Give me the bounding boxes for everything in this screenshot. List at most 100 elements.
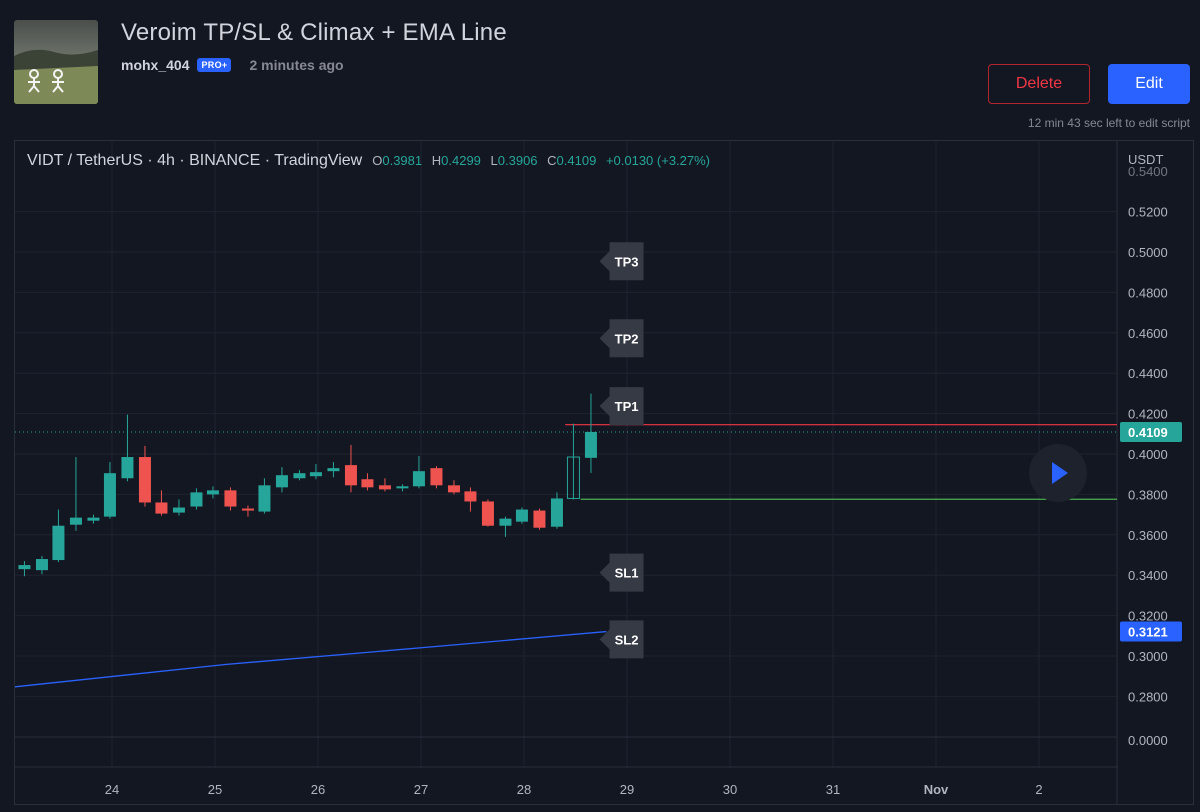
price-tick: 0.4400 [1128, 366, 1168, 381]
chart-container[interactable]: TP3 TP2 TP1 SL1 SL2 USDT 0.5400 0.5200 0.5000 0.… [14, 140, 1194, 805]
candle-body [293, 473, 306, 479]
tag-box [599, 553, 644, 592]
candle [293, 470, 306, 481]
time-tick: 28 [517, 782, 531, 797]
price-tick: 0.4000 [1128, 447, 1168, 462]
chart-legend: VIDT / TetherUS · 4h · BINANCE · Trading… [27, 152, 710, 170]
delete-button[interactable]: Delete [988, 64, 1090, 104]
tag-label: TP1 [615, 399, 639, 414]
candle [309, 464, 322, 480]
candle-body [241, 508, 254, 511]
candle-body [584, 431, 597, 458]
candle-body [412, 471, 425, 487]
open-key: O [372, 153, 383, 168]
candle [447, 480, 460, 495]
candle [396, 484, 409, 492]
candle-body [103, 473, 116, 517]
candle-body [35, 559, 48, 571]
ohlc-values: O0.3981 H0.4299 L0.3906 C0.4109 +0.0130 … [372, 153, 710, 168]
candle [430, 466, 443, 489]
replay-button[interactable] [1029, 444, 1087, 502]
candle [224, 487, 237, 511]
price-tick: 0.3000 [1128, 649, 1168, 664]
candle-body [206, 490, 219, 495]
candle-body [499, 518, 512, 526]
price-tick-bottom: 0.0000 [1128, 733, 1168, 748]
chart-grid [15, 141, 1193, 804]
low-value: 0.3906 [497, 153, 538, 168]
tag-label: SL2 [615, 632, 639, 647]
candle [275, 467, 288, 493]
candle [138, 445, 151, 507]
candle [327, 462, 340, 478]
script-title: Veroim TP/SL & Climax + EMA Line [121, 19, 507, 46]
tag-tp3: TP3 [599, 242, 644, 281]
close-key: C [547, 153, 557, 168]
candle [52, 509, 65, 563]
candle [241, 505, 254, 517]
candle [87, 514, 100, 524]
last-price-text: 0.4109 [1128, 425, 1168, 440]
time-tick: 30 [723, 782, 737, 797]
ema-line-group [15, 630, 607, 688]
candle [584, 393, 597, 473]
candle-body [533, 510, 546, 528]
candle [361, 473, 374, 491]
candle-body [275, 475, 288, 488]
candle [121, 414, 134, 482]
candle [190, 488, 203, 510]
ema-line [15, 630, 607, 688]
time-tick: Nov [924, 782, 949, 797]
candle-body [344, 465, 357, 486]
currency-label: USDT [1128, 152, 1163, 167]
candle-body [87, 517, 100, 521]
time-tick: 31 [826, 782, 840, 797]
candle-body [361, 479, 374, 488]
change-value: +0.0130 (+3.27%) [605, 153, 711, 168]
candle [155, 490, 168, 516]
price-tick: 0.3600 [1128, 528, 1168, 543]
candle-body [224, 490, 237, 507]
candle [464, 487, 477, 512]
price-axis-bg [1118, 141, 1193, 804]
candle [35, 556, 48, 575]
author-avatar[interactable] [14, 20, 98, 104]
candle [344, 444, 357, 493]
high-value: 0.4299 [441, 153, 481, 168]
candle-body [447, 485, 460, 493]
avatar-image [14, 20, 98, 104]
candle-body [69, 517, 82, 525]
candles-group [18, 393, 597, 577]
tp-sl-lines [15, 424, 1117, 500]
time-tick: 24 [105, 782, 119, 797]
edit-button[interactable]: Edit [1108, 64, 1190, 104]
candle-body [464, 491, 477, 502]
published-time: 2 minutes ago [249, 57, 344, 73]
low-key: L [490, 153, 498, 168]
candle-body [155, 502, 168, 514]
candle-body [172, 507, 185, 513]
candle [481, 499, 494, 527]
candle [378, 478, 391, 492]
ema-price-badge [1120, 621, 1182, 642]
symbol-info[interactable]: VIDT / TetherUS · 4h · BINANCE · Trading… [27, 152, 363, 169]
time-tick: 25 [208, 782, 222, 797]
play-icon [1052, 462, 1068, 484]
author-meta: mohx_404 PRO+ 2 minutes ago [121, 57, 344, 73]
pro-badge: PRO+ [197, 58, 232, 72]
candle [69, 457, 82, 531]
price-tick: 0.3200 [1128, 609, 1168, 624]
candle-body [121, 457, 134, 479]
price-tick: 0.2800 [1128, 689, 1168, 704]
edit-timer-text: 12 min 43 sec left to edit script [1027, 116, 1190, 130]
price-tick: 0.4600 [1128, 326, 1168, 341]
author-username[interactable]: mohx_404 [121, 57, 190, 73]
time-axis[interactable]: 24 25 26 27 28 29 30 31 Nov 2 [105, 782, 1043, 797]
candle [515, 507, 528, 524]
price-tick: 0.4200 [1128, 407, 1168, 422]
tag-box [599, 319, 644, 358]
time-tick: 27 [414, 782, 428, 797]
candle-body [378, 485, 391, 490]
